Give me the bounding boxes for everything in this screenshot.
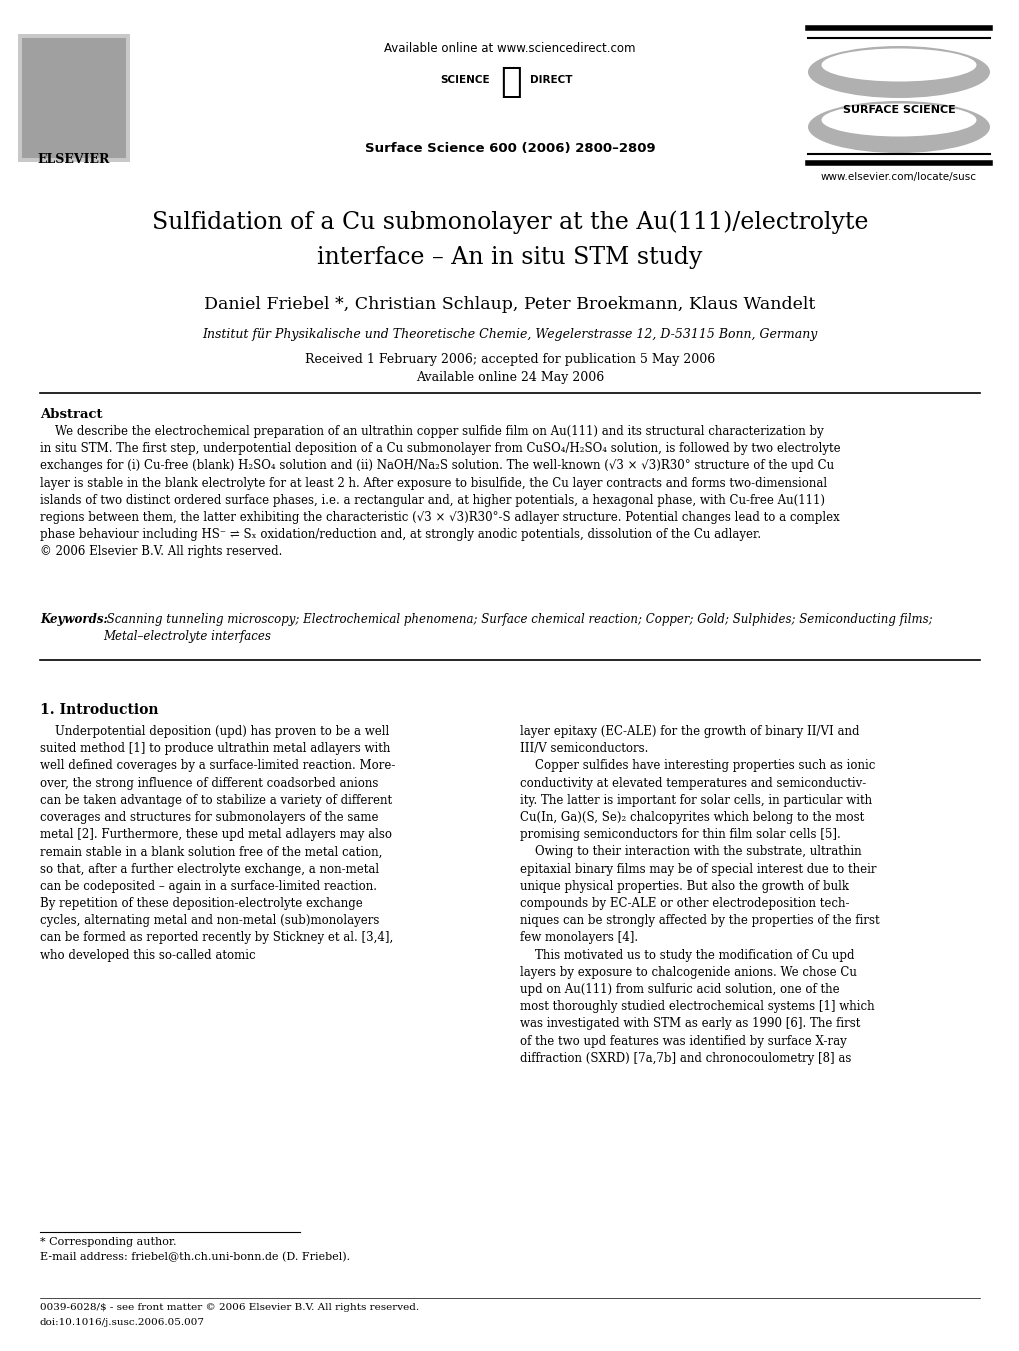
Text: layer epitaxy (EC-ALE) for the growth of binary II/VI and
III/V semiconductors.
: layer epitaxy (EC-ALE) for the growth of… [520,725,878,1065]
Text: www.elsevier.com/locate/susc: www.elsevier.com/locate/susc [820,172,976,182]
Text: We describe the electrochemical preparation of an ultrathin copper sulfide film : We describe the electrochemical preparat… [40,426,840,558]
Text: doi:10.1016/j.susc.2006.05.007: doi:10.1016/j.susc.2006.05.007 [40,1319,205,1327]
Text: 1. Introduction: 1. Introduction [40,703,158,717]
Text: Available online at www.sciencedirect.com: Available online at www.sciencedirect.co… [384,42,635,55]
Text: Keywords:: Keywords: [40,613,108,626]
Ellipse shape [807,101,989,153]
Text: Available online 24 May 2006: Available online 24 May 2006 [416,372,603,384]
Text: ⓐ: ⓐ [499,65,522,99]
Text: DIRECT: DIRECT [530,76,572,85]
Text: E-mail address: friebel@th.ch.uni-bonn.de (D. Friebel).: E-mail address: friebel@th.ch.uni-bonn.d… [40,1252,350,1262]
Text: Daniel Friebel *, Christian Schlaup, Peter Broekmann, Klaus Wandelt: Daniel Friebel *, Christian Schlaup, Pet… [204,296,815,313]
Text: interface – An in situ STM study: interface – An in situ STM study [317,246,702,269]
Text: SCIENCE: SCIENCE [440,76,489,85]
Text: Sulfidation of a Cu submonolayer at the Au(111)/electrolyte: Sulfidation of a Cu submonolayer at the … [152,209,867,234]
Text: Received 1 February 2006; accepted for publication 5 May 2006: Received 1 February 2006; accepted for p… [305,353,714,366]
Text: 0039-6028/$ - see front matter © 2006 Elsevier B.V. All rights reserved.: 0039-6028/$ - see front matter © 2006 El… [40,1302,419,1312]
Text: Scanning tunneling microscopy; Electrochemical phenomena; Surface chemical react: Scanning tunneling microscopy; Electroch… [103,613,931,643]
Text: SURFACE SCIENCE: SURFACE SCIENCE [842,105,955,115]
Ellipse shape [820,49,975,81]
Text: Underpotential deposition (upd) has proven to be a well
suited method [1] to pro: Underpotential deposition (upd) has prov… [40,725,395,962]
Ellipse shape [807,46,989,99]
Text: Surface Science 600 (2006) 2800–2809: Surface Science 600 (2006) 2800–2809 [365,142,654,155]
Bar [22,38,126,158]
Text: Institut für Physikalische und Theoretische Chemie, Wegelerstrasse 12, D-53115 B: Institut für Physikalische und Theoretis… [202,328,817,340]
Bar [18,34,129,162]
Text: ELSEVIER: ELSEVIER [38,153,110,166]
Text: * Corresponding author.: * Corresponding author. [40,1238,176,1247]
Ellipse shape [820,104,975,136]
Text: Abstract: Abstract [40,408,102,422]
